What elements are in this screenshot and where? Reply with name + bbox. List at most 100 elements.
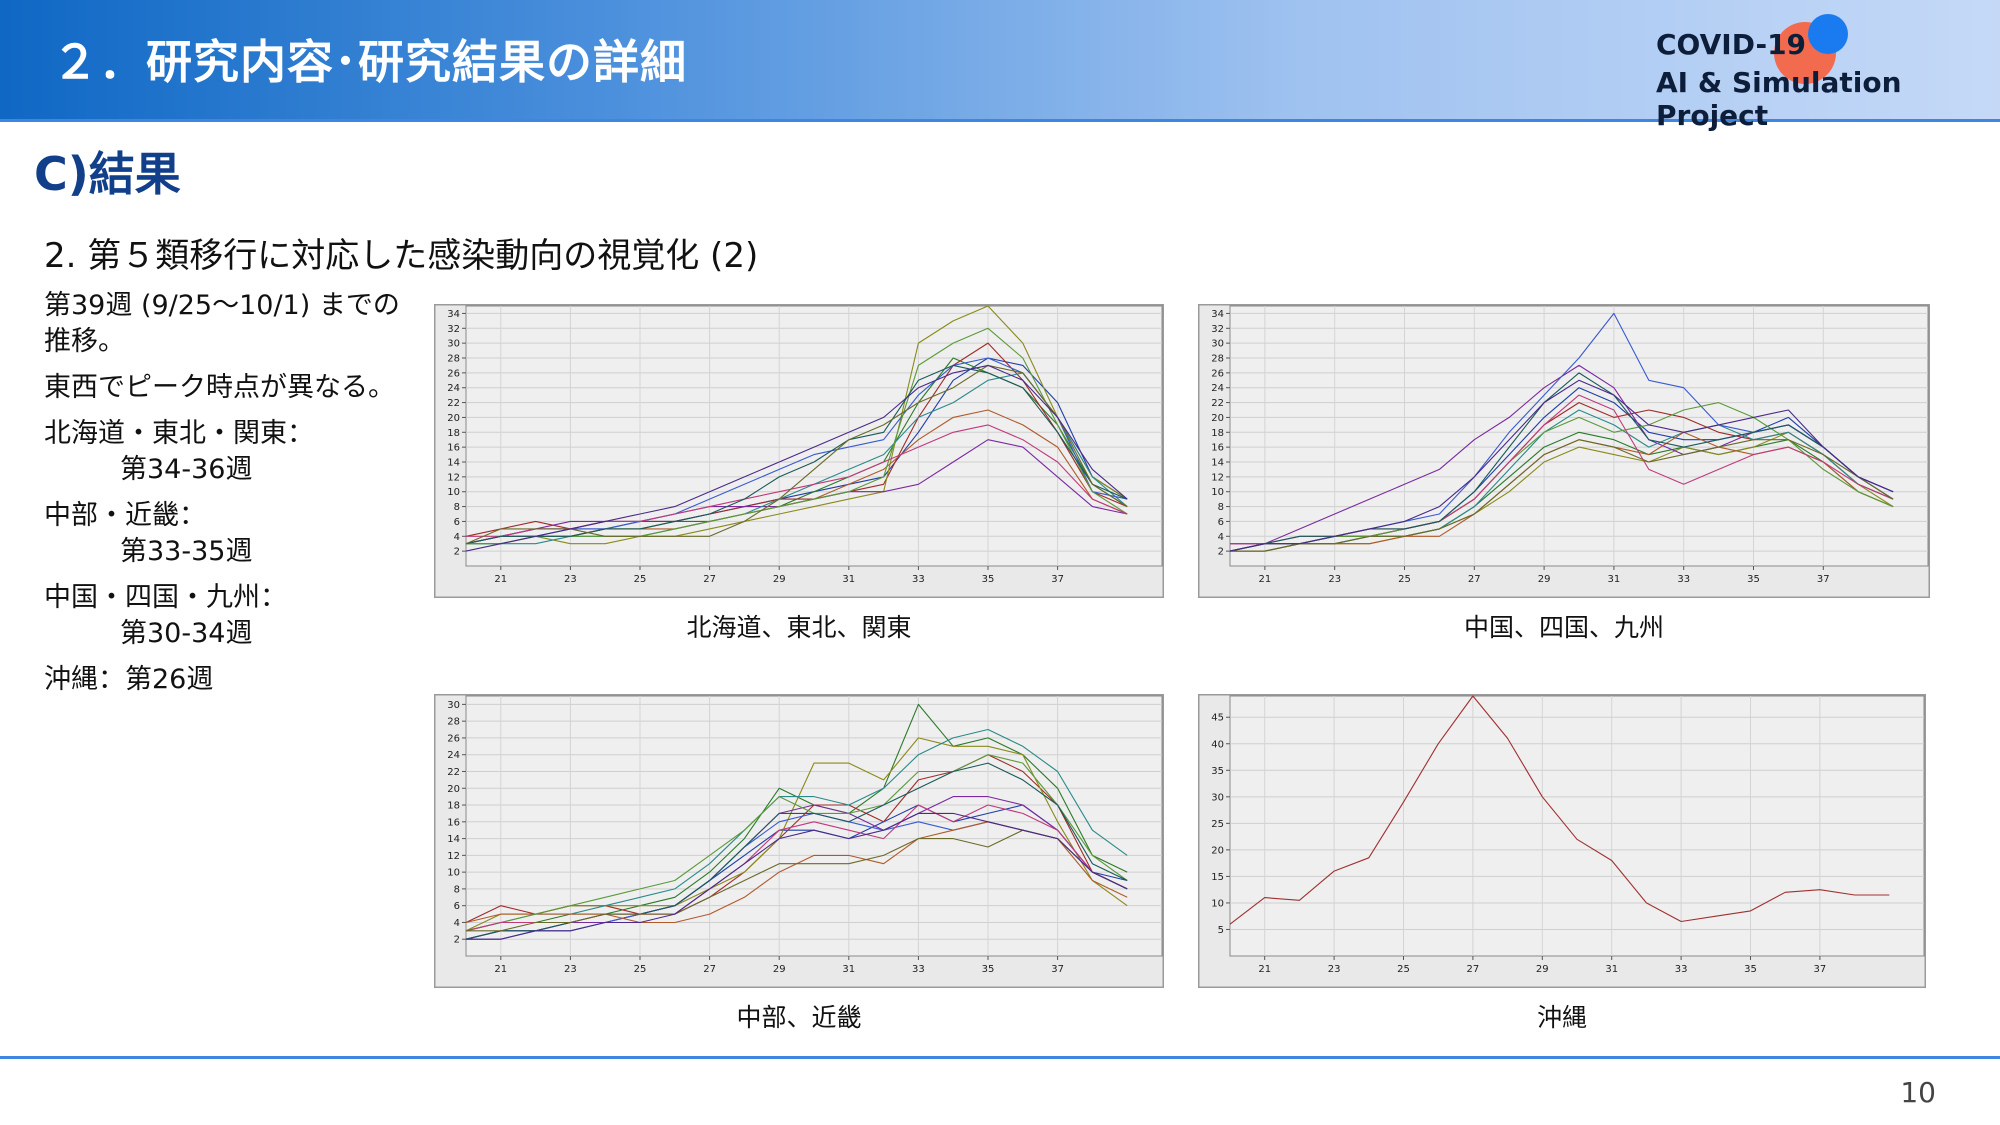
y-tick-label: 24: [447, 383, 460, 394]
logo-line2: AI & Simulation Project: [1656, 66, 1902, 132]
chart-okinawa: 5 10 15 20 25 30 35 40 45 21 23 25 27 29 31 33 35 37: [1198, 694, 1926, 988]
x-tick-label: 37: [1814, 964, 1827, 975]
x-tick-label: 23: [564, 964, 577, 975]
subtitle: 2. 第５類移行に対応した感染動向の視覚化 (2): [44, 236, 759, 276]
note-peak-diff: 東西でピーク時点が異なる。: [44, 372, 395, 403]
section-title: C)結果: [34, 147, 181, 201]
y-tick-label: 26: [447, 368, 460, 379]
y-tick-label: 30: [447, 339, 460, 350]
x-tick-label: 37: [1817, 574, 1830, 585]
y-tick-label: 34: [1211, 309, 1224, 320]
series-line-12: [1230, 439, 1894, 552]
y-tick-label: 28: [447, 717, 460, 728]
y-tick-label: 32: [447, 324, 460, 335]
x-tick-label: 25: [634, 964, 647, 975]
series-line-12: [465, 364, 1128, 545]
x-tick-label: 25: [1397, 964, 1410, 975]
y-tick-label: 4: [454, 532, 460, 543]
plot-area: [1229, 305, 1929, 567]
series-line-13: [466, 812, 1128, 940]
x-tick-label: 21: [1258, 964, 1271, 975]
x-tick-label: 23: [1328, 574, 1341, 585]
y-tick-label: 10: [447, 487, 460, 498]
x-tick-label: 37: [1051, 574, 1064, 585]
plot-area: [465, 695, 1163, 957]
plot-area: [465, 305, 1163, 567]
y-tick-label: 26: [1211, 368, 1224, 379]
y-tick-label: 25: [1211, 819, 1224, 830]
x-tick-label: 29: [773, 964, 786, 975]
x-tick-label: 31: [842, 964, 855, 975]
note-region-west: 中国・四国・九州：: [44, 580, 424, 616]
y-tick-label: 10: [447, 868, 460, 879]
page-number: 10: [1900, 1076, 1936, 1109]
x-tick-label: 31: [1608, 574, 1621, 585]
x-tick-label: 23: [564, 574, 577, 585]
notes-list: 第39週 (9/25〜10/1) までの推移。 東西でピーク時点が異なる。 北海…: [44, 288, 424, 708]
caption-hokkaido-tohoku-kanto: 北海道、東北、関東: [686, 613, 912, 642]
caption-chubu-kinki: 中部、近畿: [736, 1003, 862, 1032]
series-line-5: [465, 796, 1128, 940]
x-tick-label: 35: [982, 964, 995, 975]
series-line-11: [465, 364, 1128, 545]
y-tick-label: 30: [1211, 339, 1224, 350]
series-line-13: [465, 364, 1128, 552]
y-tick-label: 16: [447, 443, 460, 454]
series-line-4: [465, 737, 1128, 932]
series-line-9: [1229, 402, 1894, 552]
series-line-4: [465, 305, 1128, 545]
y-tick-label: 18: [1211, 428, 1224, 439]
header-title: ２．研究内容･研究結果の詳細: [52, 35, 687, 89]
y-tick-label: 20: [1211, 413, 1224, 424]
note-okinawa: 沖縄：第26週: [44, 664, 214, 695]
x-tick-label: 33: [912, 964, 925, 975]
y-tick-label: 4: [454, 918, 460, 929]
y-tick-label: 8: [454, 884, 460, 895]
header-bar: ２．研究内容･研究結果の詳細 COVID-19 AI & Simulation …: [0, 0, 2000, 132]
series-line-1: [1229, 695, 1890, 925]
x-tick-label: 29: [1538, 574, 1551, 585]
y-tick-label: 15: [1211, 872, 1224, 883]
series-line-7: [465, 357, 1128, 545]
x-tick-label: 21: [494, 964, 507, 975]
y-tick-label: 40: [1211, 739, 1224, 750]
x-tick-label: 35: [1744, 964, 1757, 975]
x-tick-label: 21: [1259, 574, 1272, 585]
y-tick-label: 34: [447, 309, 460, 320]
x-tick-label: 27: [1468, 574, 1481, 585]
y-tick-label: 6: [454, 901, 460, 912]
y-tick-label: 6: [454, 517, 460, 528]
y-tick-label: 12: [447, 472, 460, 483]
y-tick-label: 30: [1211, 792, 1224, 803]
y-tick-label: 20: [1211, 845, 1224, 856]
caption-okinawa: 沖縄: [1536, 1003, 1587, 1032]
x-tick-label: 33: [912, 574, 925, 585]
project-logo: COVID-19 AI & Simulation Project: [1650, 14, 1990, 132]
x-tick-label: 33: [1675, 964, 1688, 975]
y-tick-label: 30: [447, 700, 460, 711]
y-tick-label: 6: [1218, 517, 1224, 528]
y-tick-label: 45: [1211, 713, 1224, 724]
series-line-9: [466, 327, 1128, 545]
x-tick-label: 27: [1467, 964, 1480, 975]
x-tick-label: 35: [982, 574, 995, 585]
note-region-east-weeks: 第34-36週: [120, 454, 253, 485]
y-tick-label: 16: [1211, 443, 1224, 454]
x-tick-label: 37: [1051, 964, 1064, 975]
note-region-east: 北海道・東北・関東：: [44, 416, 424, 452]
x-tick-label: 33: [1677, 574, 1690, 585]
x-tick-label: 31: [1605, 964, 1618, 975]
y-tick-label: 14: [447, 834, 460, 845]
y-tick-label: 14: [1211, 458, 1224, 469]
series-line-12: [466, 829, 1128, 932]
x-tick-label: 25: [1398, 574, 1411, 585]
y-tick-label: 24: [1211, 383, 1224, 394]
series-line-13: [1229, 379, 1894, 552]
y-tick-label: 5: [1218, 925, 1224, 936]
y-tick-label: 12: [1211, 472, 1224, 483]
y-tick-label: 22: [1211, 398, 1224, 409]
y-tick-label: 28: [1211, 354, 1224, 365]
